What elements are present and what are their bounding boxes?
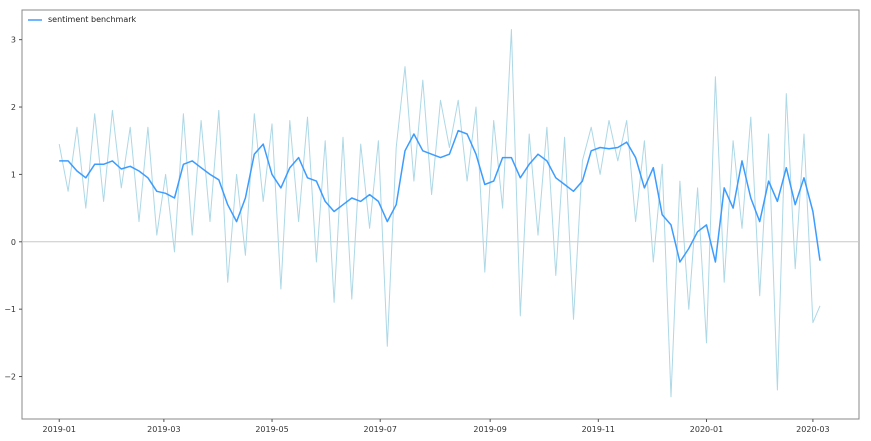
y-tick-label: 3	[11, 36, 16, 45]
x-tick-label: 2019-09	[473, 425, 506, 434]
x-tick-label: 2019-05	[255, 425, 288, 434]
x-tick-label: 2020-03	[796, 425, 829, 434]
y-tick-label: 1	[11, 170, 16, 179]
y-tick-label: 0	[11, 238, 16, 247]
smoothed-sentiment-line	[59, 129, 821, 263]
y-tick-label: −2	[4, 373, 16, 382]
x-tick-label: 2019-01	[43, 425, 76, 434]
legend-line-swatch	[28, 18, 42, 21]
x-tick-label: 2019-11	[582, 425, 615, 434]
x-tick-label: 2020-01	[690, 425, 723, 434]
y-tick-label: 2	[11, 103, 16, 112]
raw-sentiment-line	[58, 29, 821, 398]
x-tick-label: 2019-03	[147, 425, 180, 434]
plot-area	[21, 9, 860, 420]
legend-label: sentiment benchmark	[48, 15, 137, 24]
y-tick-label: −1	[4, 305, 16, 314]
legend: sentiment benchmark	[28, 15, 136, 24]
x-tick-label: 2019-07	[363, 425, 396, 434]
